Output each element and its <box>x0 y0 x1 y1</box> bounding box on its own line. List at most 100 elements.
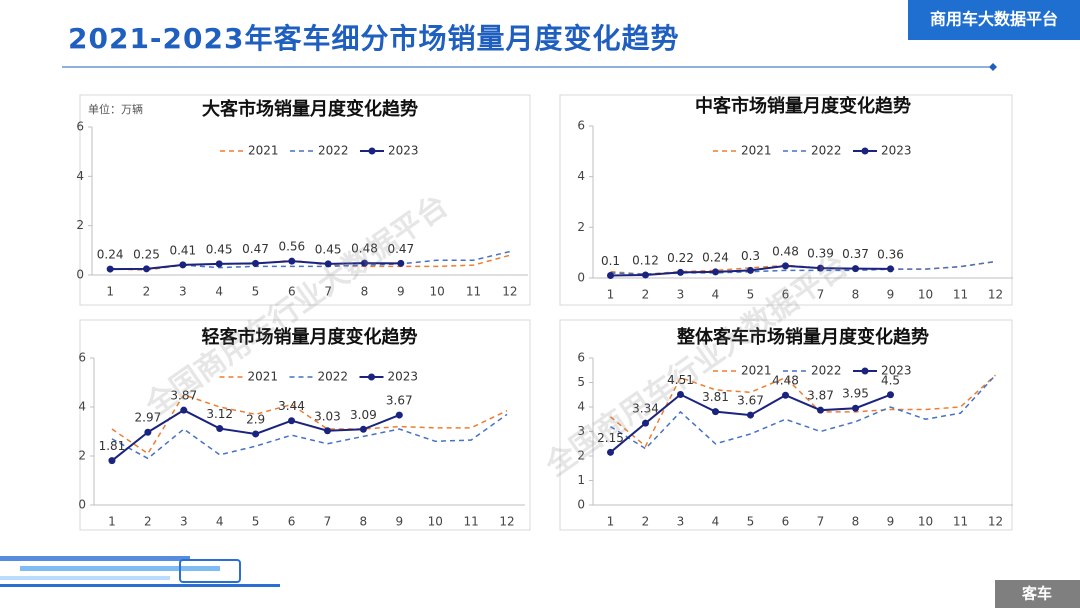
data-label: 3.81 <box>702 390 729 404</box>
legend-label: 2023 <box>388 370 419 384</box>
data-label: 3.44 <box>278 399 305 413</box>
chart-frame <box>79 94 531 306</box>
data-label: 0.48 <box>351 242 378 256</box>
legend-label: 2021 <box>741 144 772 158</box>
data-label: 0.47 <box>387 242 414 256</box>
x-tick-label: 4 <box>215 285 223 299</box>
x-tick-label: 2 <box>642 515 650 529</box>
chart-title: 轻客市场销量月度变化趋势 <box>202 326 418 348</box>
x-tick-label: 6 <box>782 515 790 529</box>
x-tick-label: 6 <box>288 515 296 529</box>
chart-title: 整体客车市场销量月度变化趋势 <box>676 326 929 348</box>
y-tick-label: 0 <box>78 498 86 512</box>
x-tick-label: 8 <box>360 515 368 529</box>
x-tick-label: 7 <box>324 285 332 299</box>
x-tick-label: 2 <box>143 285 151 299</box>
marker <box>852 404 859 412</box>
data-label: 0.37 <box>842 247 869 261</box>
marker <box>887 391 894 399</box>
data-label: 4.48 <box>772 374 799 388</box>
y-tick-label: 2 <box>78 449 86 463</box>
truck-graphic <box>0 556 280 587</box>
y-tick-label: 4 <box>577 400 585 414</box>
data-label: 3.12 <box>206 407 233 421</box>
data-label: 0.3 <box>741 249 760 263</box>
marker <box>397 259 405 267</box>
legend-label: 2022 <box>811 364 842 378</box>
data-label: 0.24 <box>97 248 124 262</box>
x-tick-label: 11 <box>466 285 481 299</box>
marker <box>852 265 859 273</box>
series-line <box>111 393 508 455</box>
x-tick-label: 3 <box>179 285 187 299</box>
x-tick-label: 1 <box>607 288 615 302</box>
data-label: 3.95 <box>842 387 869 401</box>
data-label: 2.9 <box>246 412 265 426</box>
x-tick-label: 10 <box>918 515 933 529</box>
x-tick-label: 6 <box>288 285 296 299</box>
series-line <box>111 413 508 460</box>
y-tick-label: 4 <box>577 169 585 183</box>
x-tick-label: 7 <box>817 288 825 302</box>
marker <box>887 265 894 273</box>
legend-label: 2021 <box>248 144 279 158</box>
x-tick-label: 1 <box>106 285 114 299</box>
x-tick-label: 9 <box>887 515 895 529</box>
marker <box>712 268 719 276</box>
marker <box>288 417 296 425</box>
brand: 商用车大数据平台 <box>930 10 1058 29</box>
y-tick-label: 3 <box>577 424 585 438</box>
data-label: 0.56 <box>278 240 305 254</box>
data-label: 3.87 <box>807 389 834 403</box>
data-label: 0.41 <box>169 243 196 257</box>
legend-label: 2022 <box>318 144 349 158</box>
marker <box>252 259 259 267</box>
data-label: 0.1 <box>601 254 620 268</box>
data-label: 0.39 <box>807 247 834 261</box>
data-label: 4.5 <box>881 373 900 387</box>
y-tick-label: 0 <box>76 268 84 282</box>
legend-label: 2022 <box>318 370 349 384</box>
legend-label: 2023 <box>881 144 912 158</box>
data-label: 1.81 <box>99 439 126 453</box>
data-label: 3.87 <box>170 389 197 403</box>
marker <box>106 265 114 273</box>
x-tick-label: 6 <box>782 288 790 302</box>
chart-frame <box>79 319 531 531</box>
y-tick-label: 1 <box>577 473 585 487</box>
footer-box <box>995 580 1080 608</box>
series-line <box>610 374 997 448</box>
x-tick-label: 11 <box>953 288 968 302</box>
marker <box>108 457 116 465</box>
x-tick-label: 9 <box>395 515 403 529</box>
marker <box>747 266 754 274</box>
x-tick-label: 10 <box>428 515 443 529</box>
x-tick-label: 12 <box>988 515 1003 529</box>
legend-marker <box>861 367 869 375</box>
chart-frame <box>559 94 1013 306</box>
x-tick-label: 2 <box>642 288 650 302</box>
data-label: 0.47 <box>242 242 269 256</box>
data-label: 0.45 <box>315 242 342 256</box>
y-tick-label: 0 <box>577 498 585 512</box>
y-tick-label: 2 <box>76 218 84 232</box>
y-tick-label: 0 <box>577 271 585 285</box>
y-tick-label: 6 <box>76 120 84 134</box>
x-tick-label: 8 <box>852 288 860 302</box>
marker <box>324 260 332 268</box>
x-tick-label: 12 <box>502 285 517 299</box>
y-tick-label: 2 <box>577 449 585 463</box>
x-tick-label: 8 <box>852 515 860 529</box>
data-label: 0.25 <box>133 247 160 261</box>
marker <box>817 406 824 414</box>
page-title: 2021-2023年客车细分市场销量月度变化趋势 <box>68 22 679 55</box>
x-tick-label: 2 <box>144 515 152 529</box>
legend-label: 2022 <box>811 144 842 158</box>
series-line <box>610 374 997 450</box>
marker <box>817 264 824 272</box>
x-tick-label: 12 <box>988 288 1003 302</box>
marker <box>180 406 188 414</box>
data-label: 3.34 <box>632 402 659 416</box>
chart-title: 中客市场销量月度变化趋势 <box>695 95 911 117</box>
data-label: 3.03 <box>314 409 341 423</box>
